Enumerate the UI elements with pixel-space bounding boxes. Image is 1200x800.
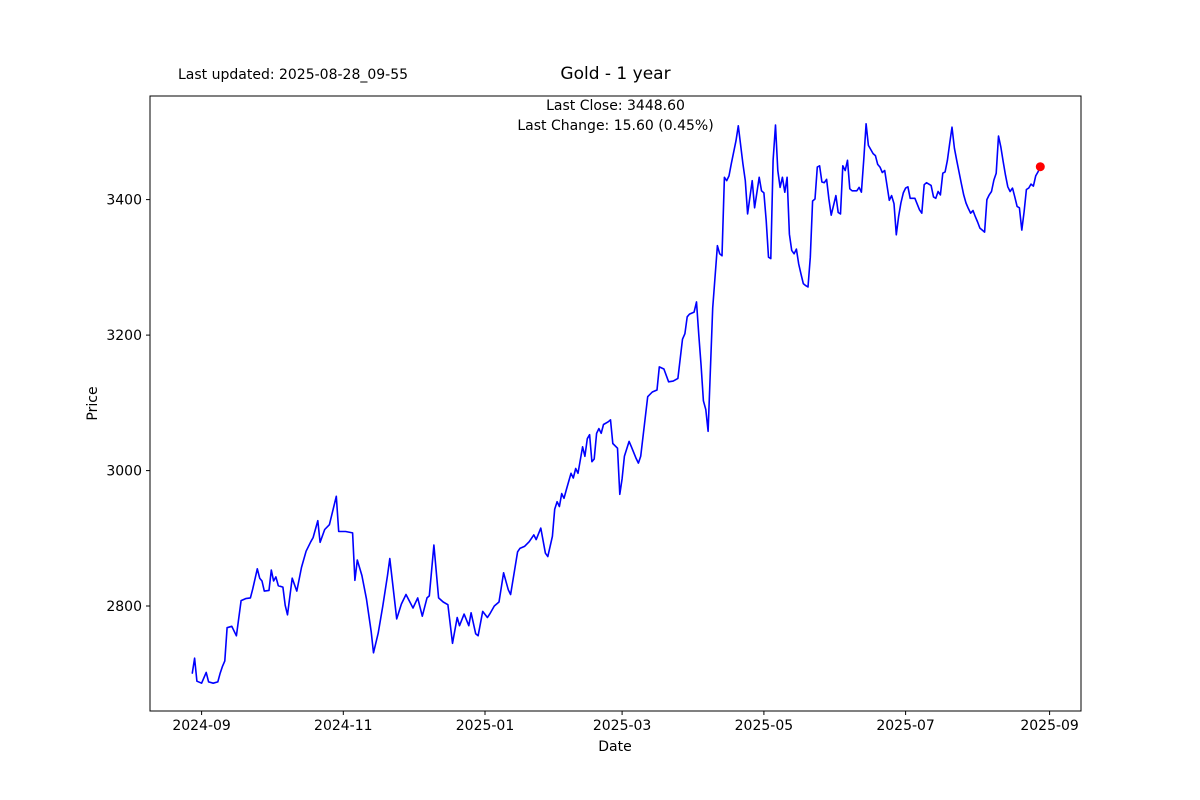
price-line <box>191 123 1042 684</box>
y-tick-label: 3400 <box>106 193 142 209</box>
last-updated-text: Last updated: 2025-08-28_09-55 <box>178 67 409 83</box>
x-tick-label: 2025-09 <box>1020 718 1079 734</box>
y-tick-label: 3200 <box>106 328 142 344</box>
x-tick-label: 2025-01 <box>456 718 515 734</box>
y-axis-label: Price <box>85 386 101 420</box>
chart-title: Gold - 1 year <box>560 64 671 84</box>
x-tick-label: 2025-05 <box>735 718 794 734</box>
last-price-marker <box>1035 162 1045 172</box>
annotation-last-close: Last Close: 3448.60 <box>546 98 685 114</box>
x-tick-label: 2025-03 <box>593 718 652 734</box>
y-tick-label: 3000 <box>106 464 142 480</box>
x-axis-label: Date <box>598 739 631 755</box>
y-tick-label: 2800 <box>106 599 142 615</box>
x-tick-label: 2024-11 <box>314 718 373 734</box>
last-close-annotation: Last Close: 3448.60 Last Change: 15.60 (… <box>150 96 1081 136</box>
x-tick-label: 2025-07 <box>876 718 935 734</box>
x-axis-ticks: 2024-09 2024-11 2025-01 2025-03 2025-05 2025-… <box>172 711 1079 734</box>
x-tick-label: 2024-09 <box>172 718 231 734</box>
annotation-last-change: Last Change: 15.60 (0.45%) <box>517 118 714 134</box>
plot-border <box>149 95 1082 712</box>
y-axis-ticks: 2800 3000 3200 3400 <box>106 193 150 615</box>
